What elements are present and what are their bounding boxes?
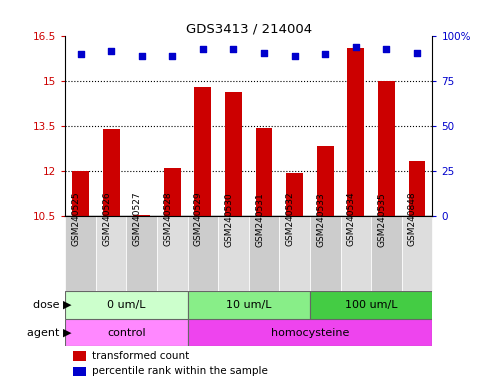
Bar [317, 146, 334, 216]
Point [199, 46, 207, 52]
Bar [133, 215, 150, 216]
Text: GSM240525: GSM240525 [71, 192, 81, 247]
Text: 100 um/L: 100 um/L [345, 300, 398, 310]
Bar [96, 216, 127, 291]
Point [169, 53, 176, 59]
Bar [310, 291, 432, 319]
Bar [402, 216, 432, 291]
Point [321, 51, 329, 58]
Bar [65, 291, 187, 319]
Bar [187, 216, 218, 291]
Point [352, 44, 360, 50]
Title: GDS3413 / 214004: GDS3413 / 214004 [185, 22, 312, 35]
Text: transformed count: transformed count [92, 351, 189, 361]
Text: GSM240529: GSM240529 [194, 192, 203, 247]
Bar [65, 216, 96, 291]
Text: agent: agent [27, 328, 63, 338]
Point [229, 46, 237, 52]
Bar [341, 216, 371, 291]
Text: dose: dose [33, 300, 63, 310]
Text: GSM240528: GSM240528 [163, 192, 172, 247]
Bar [127, 216, 157, 291]
Bar [72, 351, 86, 361]
Text: GSM240526: GSM240526 [102, 192, 111, 247]
Text: GSM240535: GSM240535 [377, 192, 386, 247]
Point [107, 48, 115, 54]
Bar [187, 319, 432, 346]
Text: control: control [107, 328, 146, 338]
Point [383, 46, 390, 52]
Bar [279, 216, 310, 291]
Bar [409, 161, 426, 216]
Bar [164, 168, 181, 216]
Point [77, 51, 85, 58]
Text: GSM240533: GSM240533 [316, 192, 325, 247]
Point [413, 50, 421, 56]
Bar [187, 291, 310, 319]
Text: GSM240532: GSM240532 [285, 192, 295, 247]
Bar [65, 319, 187, 346]
Bar [249, 216, 279, 291]
Bar [256, 128, 272, 216]
Text: GSM240848: GSM240848 [408, 192, 417, 247]
Text: homocysteine: homocysteine [271, 328, 349, 338]
Text: GSM240527: GSM240527 [133, 192, 142, 247]
Text: GSM240534: GSM240534 [347, 192, 356, 247]
Bar [310, 216, 341, 291]
Text: ▶: ▶ [63, 300, 71, 310]
Bar [225, 92, 242, 216]
Text: ▶: ▶ [63, 328, 71, 338]
Text: 0 um/L: 0 um/L [107, 300, 146, 310]
Bar [72, 367, 86, 376]
Point [291, 53, 298, 59]
Bar [157, 216, 187, 291]
Bar [371, 216, 402, 291]
Bar [72, 171, 89, 216]
Point [138, 53, 145, 59]
Bar [286, 173, 303, 216]
Bar [347, 48, 364, 216]
Text: GSM240531: GSM240531 [255, 192, 264, 247]
Text: percentile rank within the sample: percentile rank within the sample [92, 366, 268, 376]
Text: GSM240530: GSM240530 [225, 192, 233, 247]
Point [260, 50, 268, 56]
Bar [195, 88, 211, 216]
Bar [378, 81, 395, 216]
Bar [103, 129, 119, 216]
Bar [218, 216, 249, 291]
Text: 10 um/L: 10 um/L [226, 300, 271, 310]
